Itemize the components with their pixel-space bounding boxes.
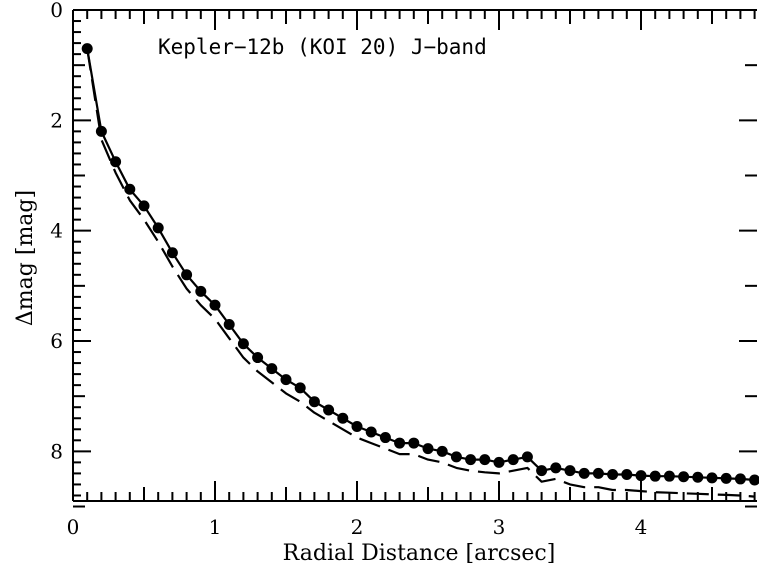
data-point xyxy=(649,470,661,482)
chart-annotation: Kepler−12b (KOI 20) J−band xyxy=(158,35,487,59)
data-point xyxy=(394,437,406,449)
series-solid-line xyxy=(86,48,755,482)
data-point xyxy=(450,451,462,463)
data-point xyxy=(209,299,221,311)
y-tick-label: 0 xyxy=(50,0,63,22)
data-point xyxy=(663,470,675,482)
data-point xyxy=(536,465,548,477)
data-point xyxy=(337,412,349,424)
data-point xyxy=(436,445,448,457)
data-point xyxy=(507,454,519,466)
data-point xyxy=(521,451,533,463)
data-point xyxy=(578,467,590,479)
data-point xyxy=(592,467,604,479)
series-layer xyxy=(81,43,759,498)
data-point xyxy=(734,473,746,485)
data-point xyxy=(223,318,235,330)
data-point xyxy=(280,374,292,386)
y-tick-label: 2 xyxy=(50,108,63,132)
data-point xyxy=(465,454,477,466)
axis-tick-labels: 0 1 2 3 4 0 2 4 6 8 xyxy=(50,0,647,539)
y-tick-label: 6 xyxy=(50,329,63,353)
y-tick-label: 4 xyxy=(50,219,63,243)
data-point xyxy=(564,465,576,477)
data-point xyxy=(308,396,320,408)
data-point xyxy=(95,125,107,137)
data-point xyxy=(749,474,759,486)
x-tick-label: 1 xyxy=(209,515,222,539)
data-point xyxy=(422,443,434,455)
data-point xyxy=(351,421,363,433)
data-point xyxy=(720,472,732,484)
data-point xyxy=(621,469,633,481)
data-point xyxy=(195,285,207,297)
data-point xyxy=(166,247,178,259)
data-point xyxy=(706,472,718,484)
data-point xyxy=(124,183,136,195)
data-point xyxy=(408,437,420,449)
data-point xyxy=(110,156,122,168)
data-point xyxy=(152,222,164,234)
x-tick-label: 0 xyxy=(67,515,80,539)
y-axis-label: Δmag [mag] xyxy=(13,190,38,326)
data-point xyxy=(294,382,306,394)
data-point xyxy=(678,471,690,483)
data-point xyxy=(635,470,647,482)
data-point xyxy=(493,456,505,468)
data-point xyxy=(550,462,562,474)
x-tick-label: 2 xyxy=(351,515,364,539)
series-dashed-line xyxy=(86,48,755,498)
data-point xyxy=(479,454,491,466)
data-point xyxy=(237,338,249,350)
data-point xyxy=(607,469,619,481)
x-axis-label: Radial Distance [arcsec] xyxy=(283,541,556,566)
data-point xyxy=(181,269,193,281)
data-point xyxy=(252,352,264,364)
x-tick-label: 3 xyxy=(493,515,506,539)
data-point xyxy=(323,404,335,416)
y-tick-label: 8 xyxy=(50,439,63,463)
x-tick-label: 4 xyxy=(635,515,648,539)
data-point xyxy=(365,426,377,438)
data-point xyxy=(266,363,278,375)
data-point xyxy=(138,200,150,212)
data-point xyxy=(379,432,391,444)
data-point xyxy=(692,471,704,483)
